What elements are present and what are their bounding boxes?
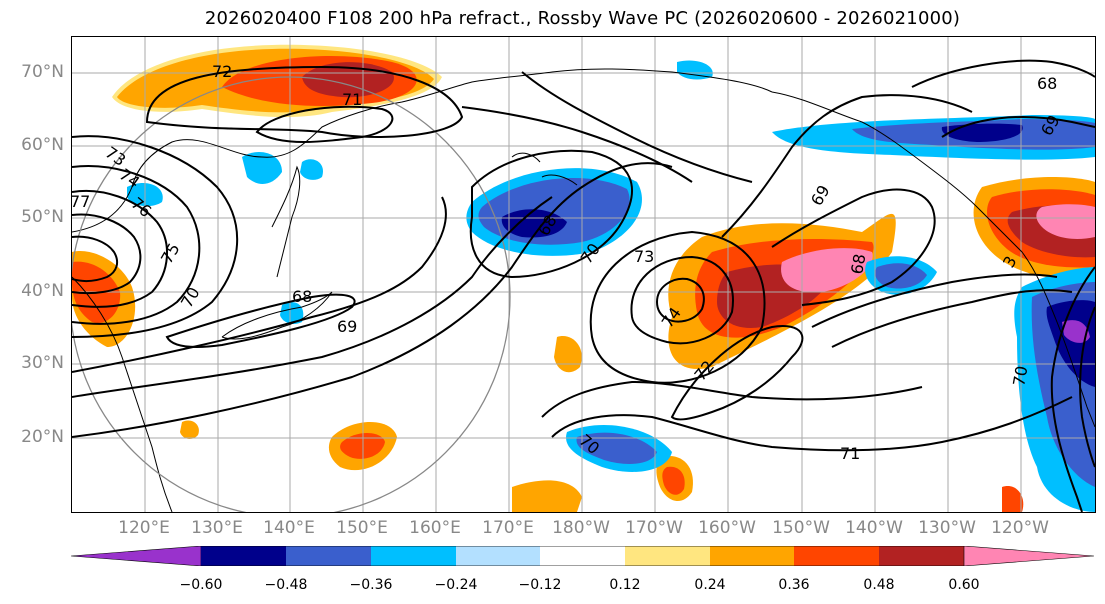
lat-label-40n: 40°N <box>21 281 64 301</box>
lon-label-180w: 180°W <box>552 518 610 538</box>
contour-label: 68 <box>292 287 312 306</box>
contour-label: 73 <box>634 247 654 266</box>
colorbar-segment <box>371 546 456 566</box>
map-svg: 72 71 73 74 77 76 75 70 68 69 68 70 73 7… <box>72 37 1095 512</box>
colorbar <box>71 546 1094 566</box>
radius-circle <box>72 76 511 512</box>
colorbar-tick: 0.12 <box>609 577 641 593</box>
colorbar-segment <box>794 546 879 566</box>
colorbar-tick: 0.60 <box>948 577 980 593</box>
lon-label-140w: 140°W <box>845 518 903 538</box>
colorbar-tick: −0.12 <box>518 577 562 593</box>
colorbar-segment <box>71 546 202 566</box>
contour-label: 70 <box>177 284 204 311</box>
colorbar-segment <box>286 546 371 566</box>
lat-label-50n: 50°N <box>21 207 64 227</box>
contour-label: 71 <box>342 90 362 109</box>
lon-label-160w: 160°W <box>698 518 756 538</box>
negative-anomaly-shading <box>127 60 1095 512</box>
contour-label: 69 <box>337 317 357 336</box>
contour-label: 77 <box>72 192 90 211</box>
contour-label: 68 <box>847 252 869 275</box>
colorbar-segment <box>879 546 964 566</box>
positive-anomaly-shading <box>72 44 1095 512</box>
map-title: 2026020400 F108 200 hPa refract., Rossby… <box>204 8 961 29</box>
colorbar-segment <box>201 546 286 566</box>
refractivity-contours <box>72 59 1095 512</box>
colorbar-segment <box>625 546 710 566</box>
lat-label-70n: 70°N <box>21 62 64 82</box>
lon-label-120w: 120°W <box>991 518 1049 538</box>
colorbar-segment <box>540 546 625 566</box>
contour-label: 70 <box>1009 364 1031 387</box>
colorbar-tick: 0.36 <box>778 577 810 593</box>
lon-label-150e: 150°E <box>336 518 388 538</box>
lon-label-130w: 130°W <box>918 518 976 538</box>
lon-label-130e: 130°E <box>191 518 243 538</box>
contour-label: 72 <box>212 62 232 81</box>
lon-label-120e: 120°E <box>118 518 170 538</box>
colorbar-tick: −0.60 <box>179 577 223 593</box>
lon-label-170e: 170°E <box>482 518 534 538</box>
lon-label-170w: 170°W <box>625 518 683 538</box>
contour-label: 71 <box>840 444 860 463</box>
map-panel[interactable]: 72 71 73 74 77 76 75 70 68 69 68 70 73 7… <box>71 36 1096 513</box>
lat-label-20n: 20°N <box>21 427 64 447</box>
colorbar-segment <box>710 546 794 566</box>
contour-label: 75 <box>157 240 184 267</box>
contour-label: 68 <box>1037 74 1057 93</box>
contour-label: 69 <box>807 182 834 209</box>
lon-label-150w: 150°W <box>772 518 830 538</box>
colorbar-tick: −0.48 <box>264 577 308 593</box>
lat-label-30n: 30°N <box>21 353 64 373</box>
colorbar-tick: 0.48 <box>863 577 895 593</box>
colorbar-tick: −0.24 <box>434 577 478 593</box>
lon-label-160e: 160°E <box>409 518 461 538</box>
colorbar-segment <box>456 546 540 566</box>
colorbar-tick: −0.36 <box>349 577 393 593</box>
graticule <box>72 37 1095 512</box>
coastlines <box>72 68 1095 512</box>
lat-label-60n: 60°N <box>21 135 64 155</box>
lon-label-140e: 140°E <box>263 518 315 538</box>
colorbar-tick: 0.24 <box>694 577 726 593</box>
colorbar-segment <box>963 546 1094 566</box>
